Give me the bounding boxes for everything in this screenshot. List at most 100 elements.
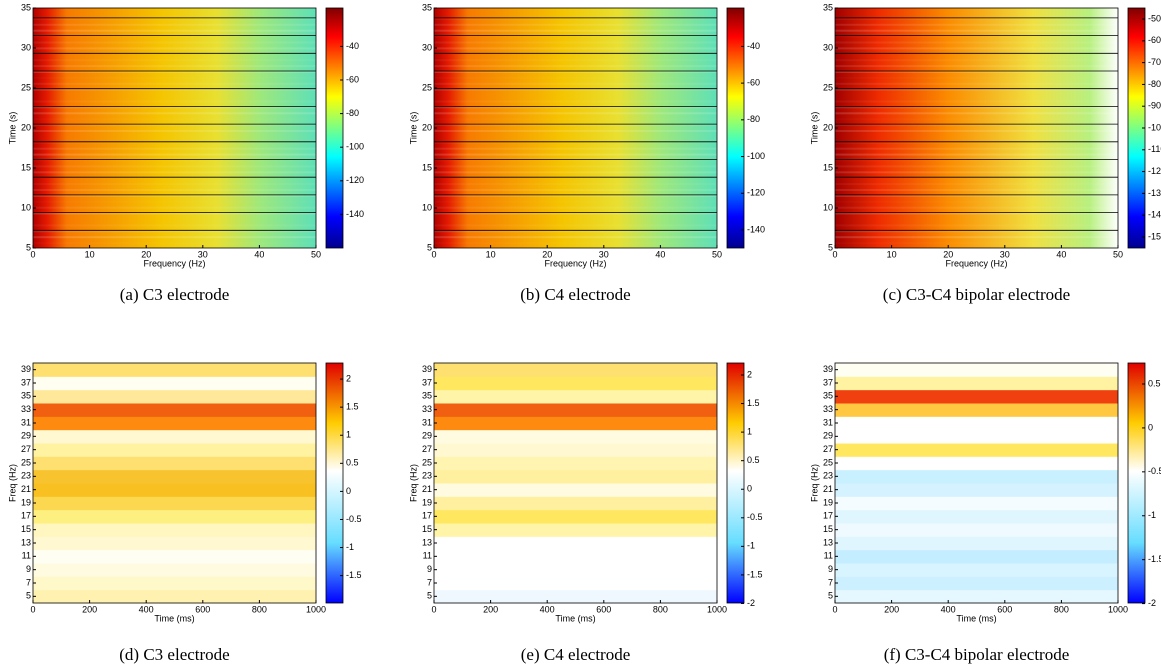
y-axis-label: Freq (Hz) — [408, 464, 418, 502]
colorbar-tick-label: -70 — [1148, 57, 1161, 67]
stripe — [33, 100, 316, 103]
y-tick-label: 21 — [823, 484, 833, 494]
band — [434, 483, 717, 497]
y-axis-label: Freq (Hz) — [809, 464, 819, 502]
x-tick-label: 400 — [941, 604, 956, 614]
x-tick-label: 20 — [542, 249, 552, 259]
colorbar-tick-label: -60 — [1148, 35, 1161, 45]
stripe — [835, 201, 1118, 203]
x-tick-label: 200 — [884, 604, 899, 614]
y-tick-label: 35 — [823, 2, 833, 12]
stripe — [434, 141, 717, 144]
colorbar-tick-label: 0 — [346, 486, 351, 496]
colorbar-tick-label: 0.5 — [747, 455, 760, 465]
y-tick-label: 25 — [422, 457, 432, 467]
band — [835, 536, 1118, 551]
band — [835, 509, 1118, 524]
x-tick-label: 600 — [997, 604, 1012, 614]
y-tick-label: 39 — [21, 364, 31, 374]
y-tick-label: 15 — [422, 162, 432, 172]
y-tick-label: 33 — [21, 404, 31, 414]
stripe — [434, 47, 717, 50]
band — [434, 509, 717, 524]
stripe — [434, 118, 717, 120]
y-tick-label: 9 — [427, 564, 432, 574]
y-tick-label: 17 — [823, 511, 833, 521]
stripe — [33, 183, 316, 186]
stripe — [835, 171, 1118, 174]
stripe — [434, 41, 717, 44]
x-tick-label: 0 — [431, 249, 436, 259]
stripe — [835, 112, 1118, 115]
y-tick-label: 5 — [828, 591, 833, 601]
stripe — [835, 100, 1118, 103]
colorbar-tick-label: -80 — [346, 108, 359, 118]
y-tick-label: 7 — [427, 577, 432, 587]
stripe — [835, 82, 1118, 85]
y-tick-label: 7 — [26, 577, 31, 587]
stripe — [33, 88, 316, 91]
caption: (e) C4 electrode — [521, 645, 631, 664]
stripe — [33, 242, 316, 244]
caption: (c) C3-C4 bipolar electrode — [883, 285, 1070, 304]
band — [33, 576, 316, 591]
x-tick-label: 10 — [486, 249, 496, 259]
colorbar-tick-label: -1 — [1148, 510, 1156, 520]
y-tick-label: 20 — [21, 122, 31, 132]
x-tick-label: 1000 — [1108, 604, 1128, 614]
stripe — [434, 130, 717, 132]
stripe — [33, 194, 316, 197]
colorbar-tick-label: -100 — [747, 151, 765, 161]
stripe — [434, 212, 717, 215]
stripe — [434, 153, 717, 156]
x-tick-label: 0 — [832, 249, 837, 259]
band — [835, 416, 1118, 431]
stripe — [33, 71, 316, 73]
y-tick-label: 23 — [422, 471, 432, 481]
colorbar-tick-label: -50 — [1148, 13, 1161, 23]
y-tick-label: 15 — [823, 524, 833, 534]
x-tick-label: 40 — [1056, 249, 1066, 259]
band — [835, 483, 1118, 497]
stripe — [835, 118, 1118, 120]
colorbar — [726, 7, 745, 249]
y-tick-label: 11 — [423, 551, 432, 561]
stripe — [835, 230, 1118, 233]
colorbar-tick-label: 1.5 — [747, 398, 760, 408]
x-tick-label: 50 — [311, 249, 321, 259]
colorbar-tick-label: -100 — [346, 142, 364, 152]
colorbar-tick-label: -2 — [1148, 598, 1156, 608]
y-tick-label: 31 — [422, 417, 432, 427]
stripe — [33, 47, 316, 50]
stripe — [434, 59, 717, 62]
band — [33, 509, 316, 524]
x-tick-label: 0 — [30, 604, 35, 614]
x-tick-label: 50 — [1113, 249, 1123, 259]
colorbar-tick-label: 0 — [1148, 422, 1153, 432]
x-axis-label: Time (ms) — [154, 613, 194, 623]
stripe — [434, 112, 717, 115]
y-tick-label: 35 — [823, 391, 833, 401]
stripe — [33, 230, 316, 233]
y-tick-label: 10 — [422, 202, 432, 212]
y-axis-label: Time (s) — [408, 112, 418, 145]
x-tick-label: 40 — [655, 249, 665, 259]
panel: 0 200 400 600 800 1000 Time (ms) 5 7 9 11 13 15 17 19 2… — [7, 362, 362, 664]
y-tick-label: 35 — [422, 391, 432, 401]
colorbar — [1127, 362, 1146, 604]
band — [835, 523, 1118, 537]
stripe — [835, 59, 1118, 62]
band — [33, 416, 316, 431]
band — [835, 403, 1118, 417]
band — [434, 576, 717, 591]
stripe — [33, 224, 316, 227]
x-tick-label: 30 — [1000, 249, 1010, 259]
colorbar-tick-label: 1 — [346, 430, 351, 440]
y-tick-label: 20 — [823, 122, 833, 132]
stripe — [434, 17, 717, 20]
y-tick-label: 21 — [422, 484, 432, 494]
colorbar-tick-label: -110 — [1148, 144, 1161, 154]
band — [33, 549, 316, 564]
stripe — [434, 194, 717, 197]
band — [434, 456, 717, 471]
